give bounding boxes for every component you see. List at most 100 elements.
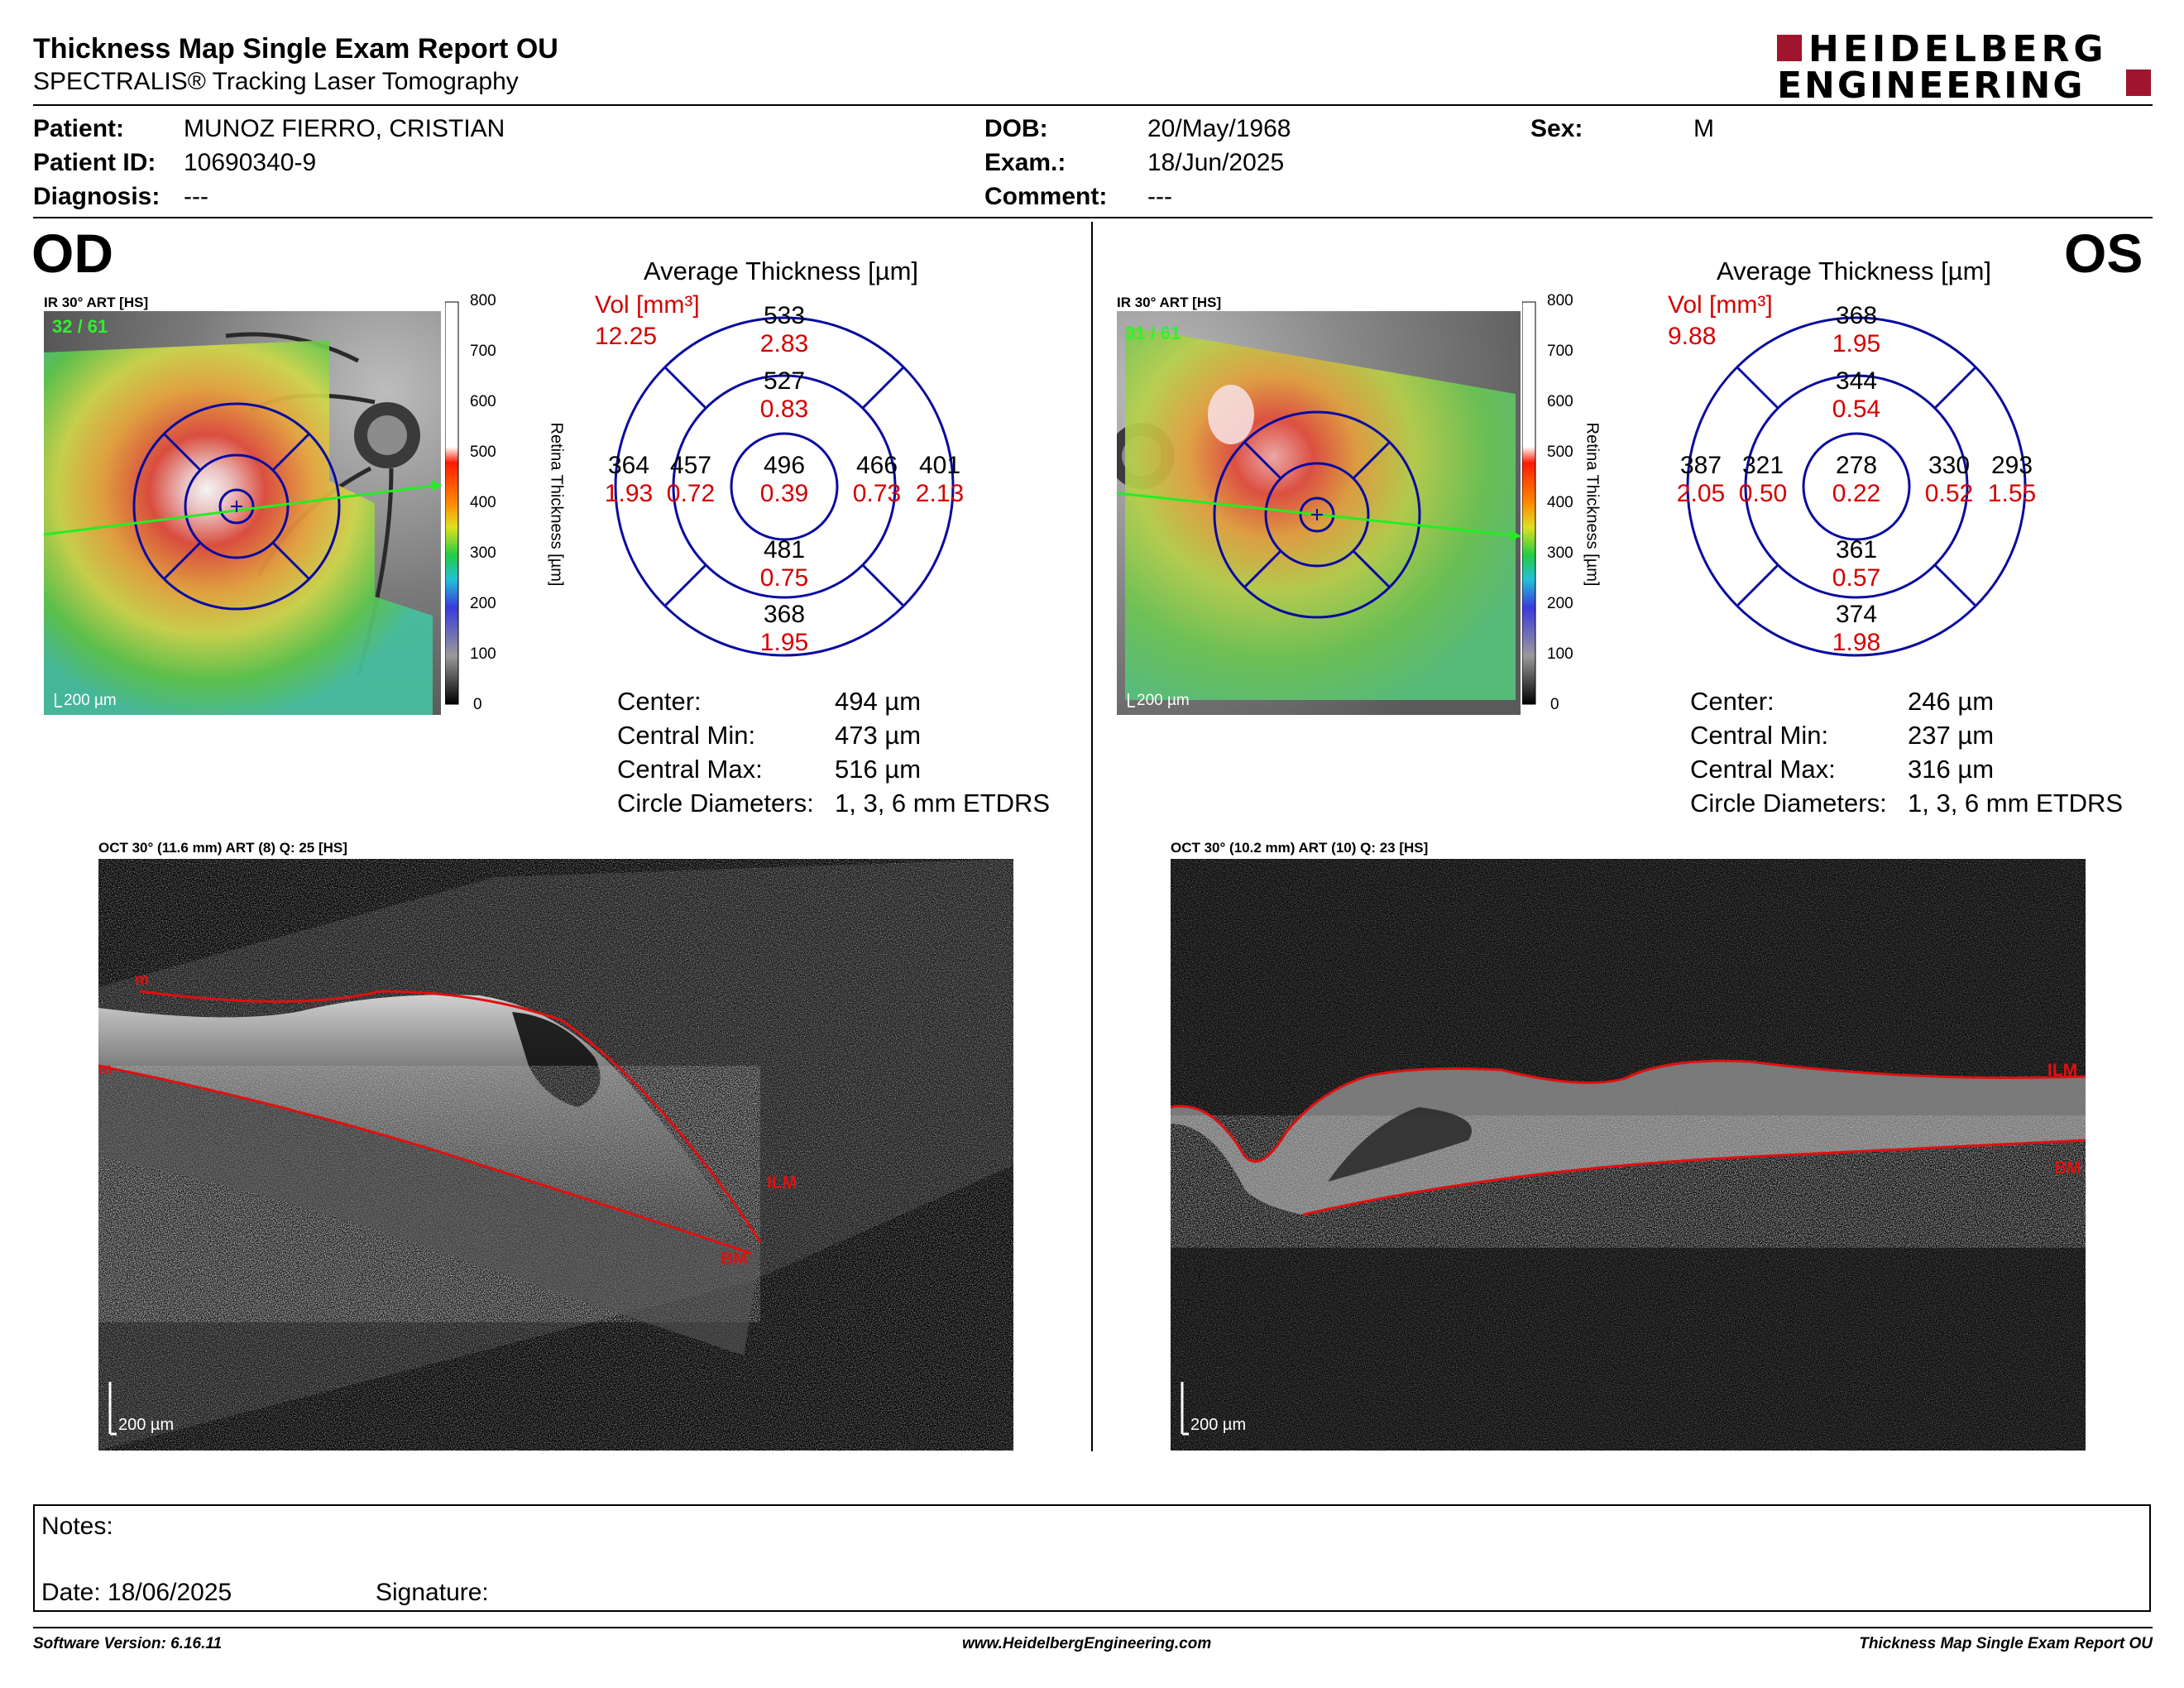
dob-value: 20/May/1968 bbox=[1147, 115, 1291, 142]
volume-value: 0.57 bbox=[1832, 564, 1881, 592]
cbar-tick: 800 bbox=[1547, 292, 1573, 309]
diagnosis-value: --- bbox=[184, 183, 208, 210]
os-colorbar-ticks: 800 700 600 500 400 300 200 100 0 bbox=[1539, 290, 1588, 721]
eye-divider bbox=[1091, 222, 1093, 1451]
volume-value: 0.22 bbox=[1832, 480, 1881, 507]
os-stats: Center: 246 µm Central Min: 237 µm Central… bbox=[1690, 687, 2153, 822]
stat-value: 516 µm bbox=[835, 755, 922, 784]
od-vol-total: 12.25 bbox=[595, 323, 658, 350]
od-oct-scale: 200 µm bbox=[118, 1416, 174, 1434]
od-inner-bottom: 481 0.75 bbox=[743, 536, 826, 592]
od-stats: Center: 494 µm Central Min: 473 µm Central… bbox=[617, 687, 1080, 822]
diagnosis-label: Diagnosis: bbox=[33, 183, 160, 210]
cbar-tick: 600 bbox=[1547, 393, 1573, 410]
thickness-value: 321 bbox=[1741, 452, 1784, 479]
stat-label: Center: bbox=[1690, 687, 1774, 716]
os-oct-caption: OCT 30° (10.2 mm) ART (10) Q: 23 [HS] bbox=[1171, 840, 1429, 856]
stat-row: Circle Diameters: 1, 3, 6 mm ETDRS bbox=[617, 789, 1080, 822]
od-oct-edge-label: m bbox=[135, 971, 149, 989]
od-ilm-label: ILM bbox=[767, 1173, 797, 1192]
od-etdrs-grid bbox=[587, 298, 984, 679]
comment-label: Comment: bbox=[984, 183, 1108, 210]
os-etdrs-grid bbox=[1660, 298, 2057, 679]
notes-box: Notes: Date: 18/06/2025 Signature: bbox=[33, 1504, 2151, 1612]
thickness-value: 368 bbox=[1835, 302, 1878, 329]
volume-value: 0.52 bbox=[1924, 480, 1974, 507]
comment-value: --- bbox=[1147, 183, 1172, 210]
footer-report-title: Thickness Map Single Exam Report OU bbox=[1859, 1635, 2153, 1652]
volume-value: 2.83 bbox=[759, 330, 809, 357]
patient-id-label: Patient ID: bbox=[33, 149, 156, 176]
volume-value: 1.95 bbox=[759, 629, 809, 656]
exam-label: Exam.: bbox=[984, 149, 1066, 176]
thickness-value: 361 bbox=[1835, 536, 1878, 563]
thickness-value: 368 bbox=[763, 601, 806, 628]
stat-row: Center: 246 µm bbox=[1690, 687, 2153, 721]
volume-value: 1.93 bbox=[604, 480, 654, 507]
thickness-value: 364 bbox=[607, 452, 650, 479]
cbar-tick: 300 bbox=[1547, 544, 1573, 562]
stat-row: Central Max: 316 µm bbox=[1690, 755, 2153, 789]
cbar-tick: 0 bbox=[1550, 696, 1559, 713]
volume-value: 0.50 bbox=[1738, 480, 1788, 507]
date-label: Date: 18/06/2025 bbox=[41, 1579, 232, 1606]
os-center: 278 0.22 bbox=[1815, 452, 1898, 508]
cbar-tick: 500 bbox=[1547, 444, 1573, 461]
os-outer-top: 368 1.95 bbox=[1815, 302, 1898, 358]
volume-value: 1.55 bbox=[1987, 480, 2037, 507]
footer-rule bbox=[33, 1627, 2153, 1628]
thickness-value: 533 bbox=[763, 302, 806, 329]
report-subtitle: SPECTRALIS® Tracking Laser Tomography bbox=[33, 68, 519, 95]
stat-value: 1, 3, 6 mm ETDRS bbox=[835, 789, 1051, 818]
os-outer-right: 293 1.55 bbox=[1971, 452, 2053, 508]
stat-value: 1, 3, 6 mm ETDRS bbox=[1908, 789, 2124, 818]
thickness-value: 344 bbox=[1835, 367, 1878, 395]
os-label: OS bbox=[2064, 223, 2143, 284]
volume-value: 0.39 bbox=[759, 480, 809, 507]
thickness-value: 387 bbox=[1679, 452, 1722, 479]
stat-label: Circle Diameters: bbox=[617, 789, 814, 818]
od-center: 496 0.39 bbox=[743, 452, 826, 508]
heidelberg-logo: HEIDELBERG ENGINEERING bbox=[1777, 28, 2153, 107]
thickness-value: 527 bbox=[763, 367, 806, 395]
website-link[interactable]: www.HeidelbergEngineering.com bbox=[962, 1635, 1212, 1652]
stat-value: 316 µm bbox=[1908, 755, 1995, 784]
od-inner-left: 457 0.72 bbox=[649, 452, 732, 508]
os-bm-label: BM bbox=[2054, 1158, 2081, 1177]
os-oct-scale: 200 µm bbox=[1190, 1416, 1246, 1434]
logo-square-top bbox=[1777, 35, 1802, 61]
os-oct-scan: ILM BM 200 µm bbox=[1170, 859, 2086, 1451]
od-colorbar-ticks: 800 700 600 500 400 300 200 100 0 bbox=[462, 290, 511, 721]
od-vol-label: Vol [mm³] bbox=[595, 291, 700, 319]
stat-row: Central Min: 237 µm bbox=[1690, 721, 2153, 755]
report-title: Thickness Map Single Exam Report OU bbox=[33, 33, 558, 65]
notes-label: Notes: bbox=[41, 1513, 113, 1540]
od-outer-top: 533 2.83 bbox=[743, 302, 826, 358]
od-colorbar bbox=[444, 300, 520, 713]
os-colorbar-label: Retina Thickness [µm] bbox=[1583, 422, 1602, 587]
patient-id: 10690340-9 bbox=[184, 149, 317, 176]
patient-rule bbox=[33, 217, 2153, 218]
os-avg-title: Average Thickness [µm] bbox=[1717, 257, 1992, 285]
volume-value: 0.83 bbox=[759, 396, 809, 423]
stat-row: Central Min: 473 µm bbox=[617, 721, 1080, 755]
cbar-tick: 0 bbox=[473, 696, 482, 713]
cbar-tick: 400 bbox=[470, 494, 496, 511]
os-ilm-label: ILM bbox=[2048, 1061, 2077, 1080]
patient-name: MUNOZ FIERRO, CRISTIAN bbox=[184, 115, 505, 142]
cbar-tick: 600 bbox=[470, 393, 496, 410]
sex-label: Sex: bbox=[1530, 115, 1583, 142]
stat-label: Center: bbox=[617, 687, 702, 716]
od-label: OD bbox=[31, 223, 113, 284]
thickness-value: 496 bbox=[763, 452, 806, 479]
os-vol-total: 9.88 bbox=[1668, 323, 1717, 350]
os-etdrs-values: 368 1.95 344 0.54 387 2.05 321 0.50 278 0.22 … bbox=[1660, 298, 2057, 679]
od-thickness-map: 32 / 61 200 µm bbox=[43, 311, 442, 715]
od-frames: 32 / 61 bbox=[52, 316, 108, 337]
od-outer-right: 401 2.13 bbox=[898, 452, 981, 508]
os-inner-bottom: 361 0.57 bbox=[1815, 536, 1898, 592]
stat-row: Central Max: 516 µm bbox=[617, 755, 1080, 789]
signature-label: Signature: bbox=[376, 1579, 489, 1606]
od-inner-right: 466 0.73 bbox=[836, 452, 918, 508]
os-inner-right: 330 0.52 bbox=[1908, 452, 1990, 508]
